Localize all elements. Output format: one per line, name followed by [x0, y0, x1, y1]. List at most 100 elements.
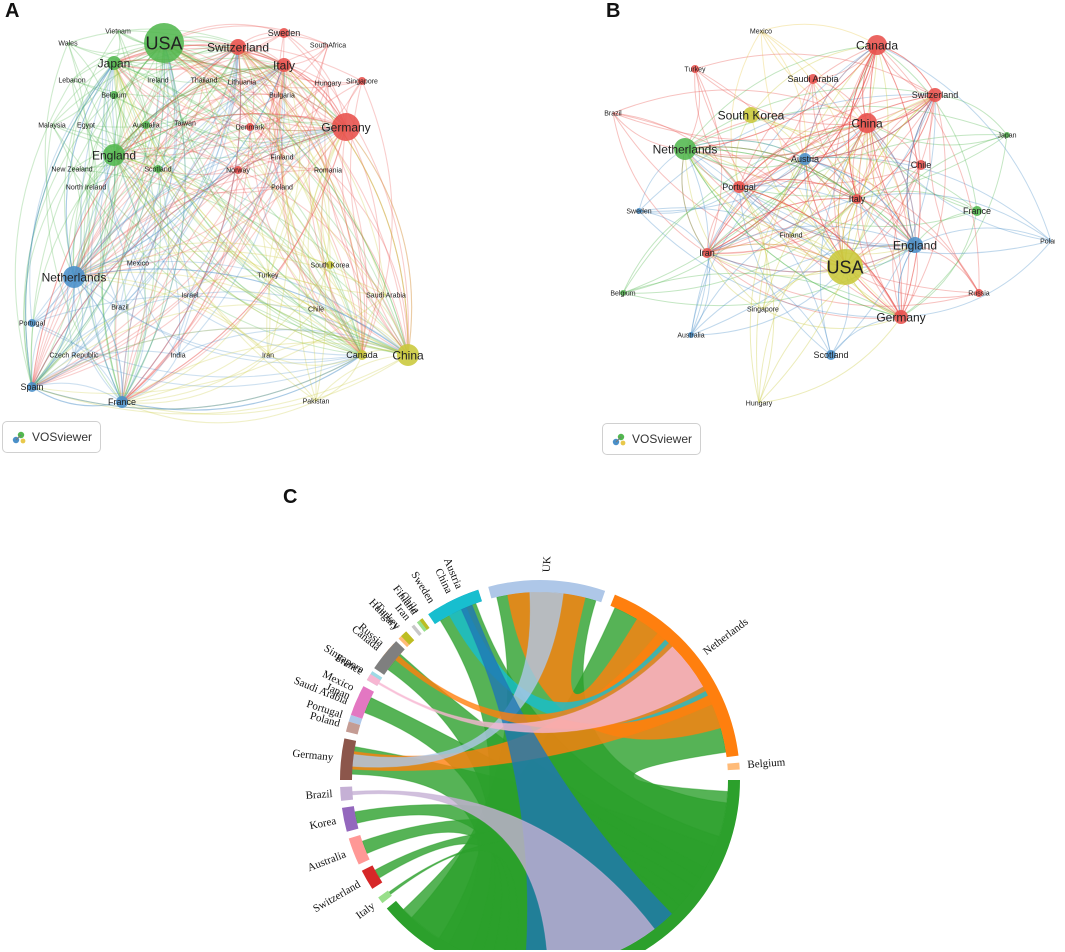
node-finland[interactable]: Finland [271, 155, 294, 162]
arc-turkey[interactable] [401, 631, 415, 645]
node-england[interactable]: England [893, 237, 937, 253]
node-saudi-arabia[interactable]: Saudi Arabia [366, 293, 406, 300]
node-switzerland[interactable]: Switzerland [207, 39, 269, 55]
arc-iran[interactable] [411, 624, 422, 636]
node-wales[interactable]: Wales [58, 41, 78, 48]
node-belgium[interactable]: Belgium [101, 91, 127, 100]
node-iran[interactable]: Iran [262, 353, 274, 360]
node-scotland[interactable]: Scotland [813, 350, 849, 360]
node-chile[interactable]: Chile [911, 160, 932, 170]
arc-usa[interactable] [386, 780, 740, 950]
node-romania[interactable]: Romania [314, 168, 342, 175]
node-singapore[interactable]: Singapore [747, 307, 779, 314]
node-brazil[interactable]: Brazil [604, 111, 622, 118]
node-poland[interactable]: Poland [271, 185, 293, 192]
node-turkey[interactable]: Turkey [257, 273, 279, 280]
arc-poland[interactable] [345, 721, 361, 735]
node-finland[interactable]: Finland [780, 233, 803, 240]
node-germany[interactable]: Germany [321, 113, 371, 141]
node-singapore[interactable]: Singapore [346, 77, 378, 86]
vosviewer-badge-a[interactable]: VOSviewer [2, 421, 102, 453]
node-ireland[interactable]: Ireland [147, 78, 169, 85]
node-north-ireland[interactable]: North Ireland [66, 185, 107, 192]
node-saudi-arabia[interactable]: Saudi Arabia [787, 74, 839, 84]
node-austria[interactable]: Austria [791, 153, 819, 165]
node-germany[interactable]: Germany [876, 310, 926, 324]
node-france[interactable]: France [963, 206, 991, 216]
node-sweden[interactable]: Sweden [626, 208, 652, 216]
node-poland[interactable]: Poland [1040, 239, 1055, 246]
node-bulgaria[interactable]: Bulgaria [269, 93, 295, 100]
node-portugal[interactable]: Portugal [19, 319, 46, 328]
node-south-korea[interactable]: South Korea [718, 107, 785, 123]
node-south-korea[interactable]: South Korea [311, 261, 350, 270]
node-india[interactable]: India [170, 353, 185, 360]
arc-portugal[interactable] [348, 714, 363, 726]
node-belgium[interactable]: Belgium [610, 290, 636, 298]
arc-netherlands[interactable] [610, 594, 739, 758]
node-denmark[interactable]: Denmark [236, 123, 265, 132]
arc-france[interactable] [366, 674, 381, 686]
node-norway[interactable]: Norway [226, 166, 250, 175]
node-hungary[interactable]: Hungary [315, 81, 342, 88]
node-iran[interactable]: Iran [699, 248, 715, 258]
node-chile[interactable]: Chile [308, 307, 324, 314]
node-israel[interactable]: Israel [181, 293, 199, 300]
node-mexico[interactable]: Mexico [750, 29, 772, 36]
arc-japan[interactable] [350, 686, 375, 719]
arc-brazil[interactable] [340, 786, 354, 801]
node-england[interactable]: England [92, 144, 136, 166]
arc-chile[interactable] [419, 618, 430, 630]
node-portugal[interactable]: Portugal [722, 181, 756, 193]
node-russia[interactable]: Russia [968, 289, 990, 298]
node-egypt[interactable]: Egypt [77, 123, 95, 130]
node-italy[interactable]: Italy [273, 58, 295, 72]
edge-saudi-arabia-switzerland [237, 46, 387, 296]
node-australia[interactable]: Australia [677, 332, 705, 340]
node-canada[interactable]: Canada [346, 350, 378, 360]
node-australia[interactable]: Australia [132, 121, 160, 130]
node-taiwan[interactable]: Taiwan [174, 121, 196, 128]
node-malaysia[interactable]: Malaysia [38, 123, 66, 130]
node-lithuania[interactable]: Lithuania [228, 80, 257, 87]
node-usa[interactable]: USA [144, 23, 184, 63]
node-new-zealand[interactable]: New Zealand [51, 167, 92, 174]
node-usa[interactable]: USA [826, 249, 864, 285]
node-czech-republic[interactable]: Czech Republic [49, 353, 99, 360]
node-southafrica[interactable]: SouthAfrica [310, 43, 346, 50]
node-china[interactable]: China [392, 344, 424, 366]
vosviewer-badge-b[interactable]: VOSviewer [602, 423, 702, 455]
arc-belgium[interactable] [727, 762, 740, 771]
node-hungary[interactable]: Hungary [746, 401, 773, 408]
panel-c-letter: C [283, 486, 298, 508]
arc-uk[interactable] [488, 580, 606, 603]
node-switzerland[interactable]: Switzerland [912, 88, 959, 102]
node-japan[interactable]: Japan [98, 56, 131, 70]
node-sweden[interactable]: Sweden [268, 28, 301, 38]
node-spain[interactable]: Spain [20, 382, 44, 392]
node-scotland[interactable]: Scotland [144, 165, 172, 174]
arc-korea[interactable] [341, 806, 359, 832]
arc-switzerland[interactable] [361, 865, 383, 889]
node-vietnam[interactable]: Vietnam [105, 29, 131, 36]
edge-poland-austria [804, 156, 1052, 242]
node-canada[interactable]: Canada [856, 35, 898, 55]
arc-china[interactable] [428, 589, 482, 625]
node-turkey[interactable]: Turkey [684, 65, 706, 74]
node-pakistan[interactable]: Pakistan [303, 399, 330, 406]
node-italy[interactable]: Italy [849, 194, 866, 204]
node-netherlands[interactable]: Netherlands [653, 138, 718, 160]
node-france[interactable]: France [108, 396, 136, 408]
arc-australia[interactable] [348, 834, 370, 865]
node-lebanon[interactable]: Lebanon [58, 78, 85, 85]
node-netherlands[interactable]: Netherlands [42, 266, 107, 288]
arc-canada[interactable] [374, 641, 405, 675]
node-brazil[interactable]: Brazil [111, 305, 129, 312]
node-china[interactable]: China [851, 113, 883, 133]
node-thailand[interactable]: Thailand [191, 78, 218, 85]
node-mexico[interactable]: Mexico [127, 261, 149, 268]
edge-france-canada [121, 354, 363, 411]
arc-italy[interactable] [378, 890, 392, 904]
arc-germany[interactable] [340, 738, 357, 780]
node-japan[interactable]: Japan [997, 132, 1017, 140]
